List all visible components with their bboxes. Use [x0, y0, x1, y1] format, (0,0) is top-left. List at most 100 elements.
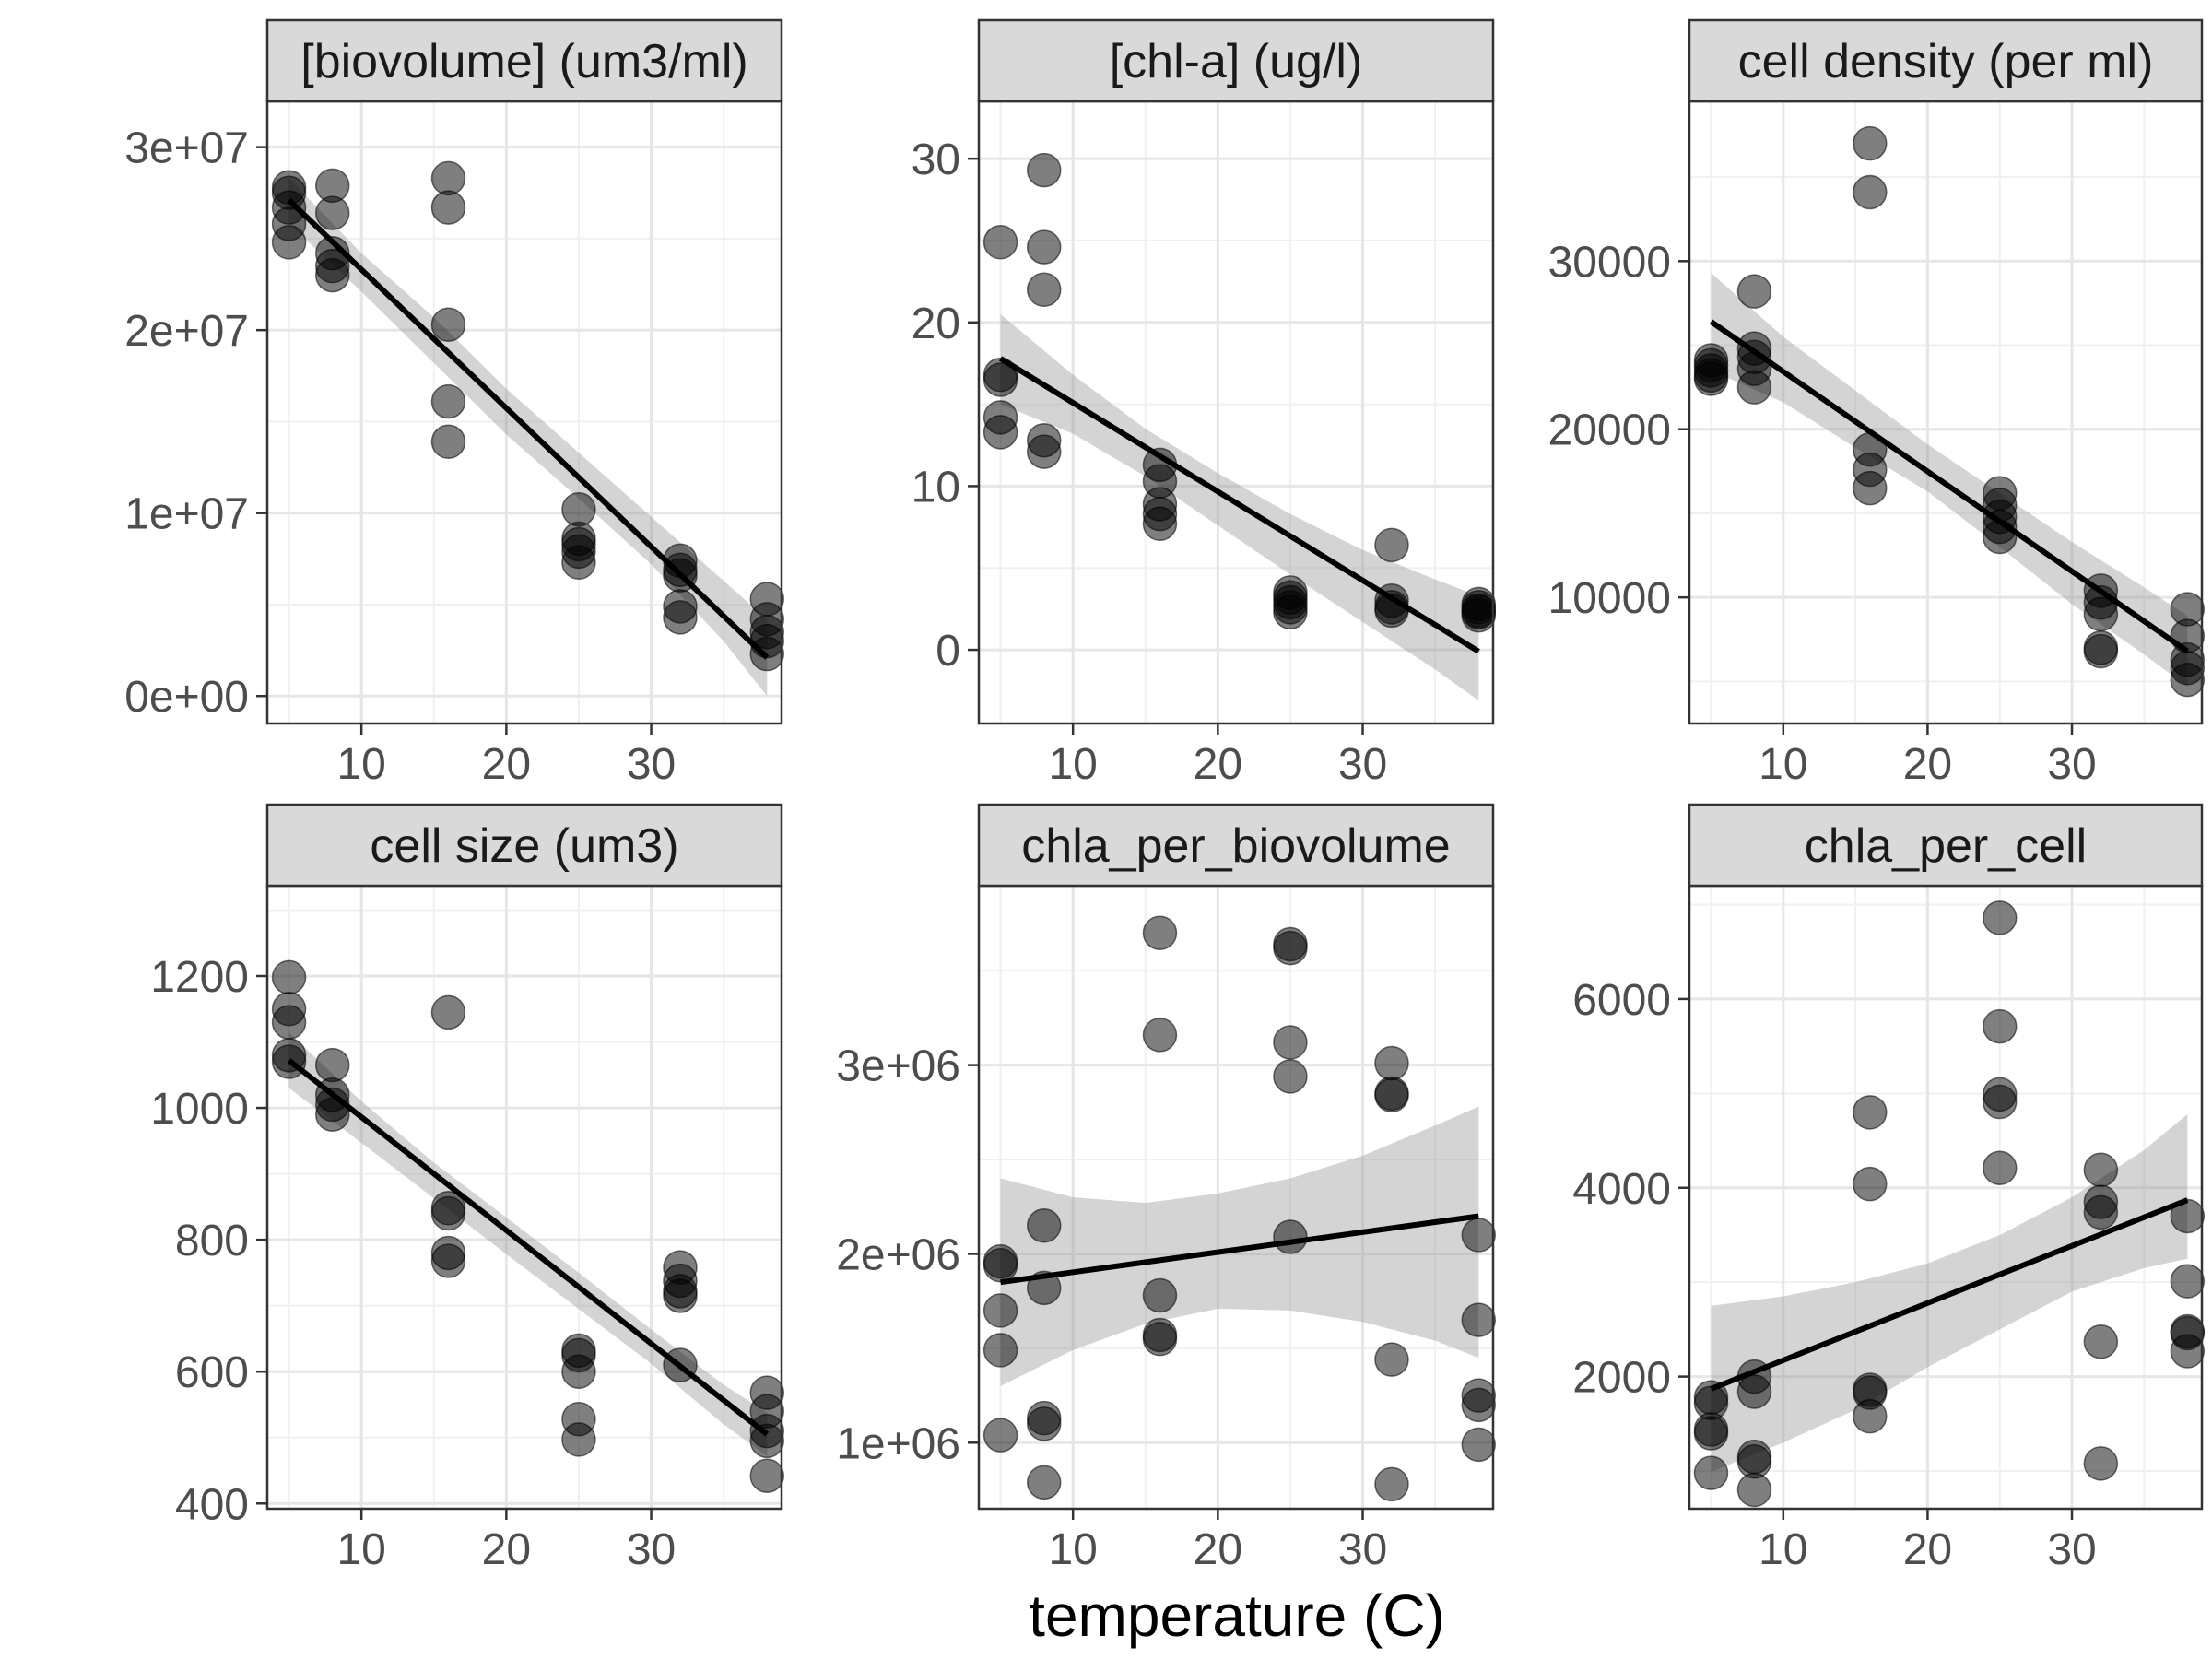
panel-background: [979, 101, 1493, 724]
data-point: [430, 1195, 466, 1231]
x-axis: 10 20 30: [336, 1509, 676, 1574]
x-tick-label: 30: [1338, 740, 1387, 789]
x-tick-label: 30: [627, 1525, 676, 1574]
x-tick-label: 20: [482, 1525, 531, 1574]
data-point: [1853, 125, 1888, 161]
x-tick-label: 10: [336, 740, 385, 789]
facet-strip: [265, 18, 783, 103]
data-point: [982, 1293, 1018, 1328]
data-point: [2083, 1194, 2119, 1230]
data-point: [1461, 1302, 1497, 1337]
x-tick-label: 30: [1338, 1525, 1387, 1574]
x-tick-label: 30: [2047, 740, 2096, 789]
data-point: [982, 1247, 1018, 1283]
x-tick-label: 20: [1194, 1525, 1242, 1574]
y-axis: 0e+00 1e+07 2e+07 3e+07: [124, 124, 267, 722]
facet-strip-label: [biovolume] (um3/ml): [300, 35, 747, 88]
gridlines: [1689, 886, 2202, 1509]
y-tick-label: 4000: [1572, 1165, 1671, 1214]
facet-strip: [1688, 18, 2204, 103]
y-axis: 0 10 20 30: [912, 135, 979, 676]
x-tick-label: 10: [336, 1525, 385, 1574]
data-point: [561, 1422, 596, 1457]
x-tick-label: 10: [1759, 1525, 1807, 1574]
x-axis: 10 20 30: [1048, 724, 1387, 789]
facet-panel: chla_per_cell 2000 4000 6000 10 20 30: [1572, 803, 2206, 1574]
facet-panels: [biovolume] (um3/ml) 0e+00 1e+07 2e+07 3e+07…: [124, 18, 2206, 1574]
confidence-band: [1000, 1106, 1479, 1386]
facet-strip: [1688, 803, 2204, 888]
facet-strip: [265, 803, 783, 888]
x-tick-label: 10: [1759, 740, 1807, 789]
y-tick-label: 1e+06: [836, 1419, 960, 1468]
data-point: [1273, 1219, 1308, 1254]
x-tick-label: 30: [2047, 1525, 2096, 1574]
y-tick-label: 10000: [1548, 574, 1671, 623]
data-point: [1461, 1387, 1497, 1423]
data-point: [1026, 272, 1062, 308]
facet-strip-label: chla_per_biovolume: [1021, 819, 1450, 873]
x-axis: 10 20 30: [1759, 1509, 2097, 1574]
facet-panel: chla_per_biovolume 1e+06 2e+06 3e+06 10 20 30: [836, 803, 1497, 1574]
data-point: [1461, 1218, 1497, 1253]
data-point: [1142, 1018, 1178, 1053]
data-point: [1142, 506, 1178, 542]
data-point: [430, 307, 466, 342]
panel-background: [267, 886, 782, 1509]
data-point: [561, 491, 596, 527]
data-point: [1853, 174, 1888, 210]
data-point: [1693, 1416, 1729, 1451]
regression-line: [287, 198, 770, 660]
regression-line: [1000, 1213, 1479, 1286]
facet-strip: [977, 18, 1495, 103]
facet-strip-label: [chl-a] (ug/l): [1110, 35, 1363, 88]
data-point: [430, 190, 466, 225]
x-axis: 10 20 30: [1759, 724, 2097, 789]
data-point: [1374, 1466, 1409, 1502]
y-tick-label: 30: [912, 135, 960, 184]
facet-strip-label: cell size (um3): [370, 819, 678, 873]
data-point: [2170, 1198, 2206, 1234]
data-point: [1982, 1150, 2018, 1185]
data-point: [982, 1418, 1018, 1453]
y-axis: 2000 4000 6000: [1572, 976, 1689, 1403]
y-tick-label: 20: [912, 300, 960, 348]
facet-strip-label: cell density (per ml): [1738, 35, 2154, 88]
gridlines: [979, 101, 1493, 724]
data-point: [314, 257, 350, 293]
data-point: [1853, 1166, 1888, 1202]
regression-line: [1709, 319, 2190, 654]
y-tick-label: 0: [935, 627, 960, 676]
data-point: [1982, 519, 2018, 555]
panel-background: [979, 886, 1493, 1509]
facet-panel: cell size (um3) 400 600 800 1000 1200 10 20 30: [150, 803, 785, 1574]
data-point: [1693, 361, 1729, 396]
y-tick-label: 0e+00: [124, 673, 249, 722]
y-tick-label: 1000: [150, 1085, 249, 1134]
data-point: [2170, 1334, 2206, 1369]
x-tick-label: 10: [1048, 740, 1097, 789]
data-point: [1982, 900, 2018, 935]
data-point: [1142, 915, 1178, 950]
data-point: [2083, 1446, 2119, 1481]
data-point: [1026, 229, 1062, 265]
y-tick-label: 10: [912, 463, 960, 512]
data-point: [982, 225, 1018, 260]
data-point: [1273, 594, 1308, 629]
data-point: [1461, 598, 1497, 633]
y-tick-label: 3e+06: [836, 1042, 960, 1091]
data-point: [749, 1423, 785, 1459]
x-axis: 10 20 30: [336, 724, 676, 789]
y-tick-label: 400: [175, 1480, 249, 1529]
data-point: [314, 1047, 350, 1083]
y-tick-label: 2e+07: [124, 307, 249, 356]
x-tick-label: 20: [1194, 740, 1242, 789]
y-tick-label: 2e+06: [836, 1230, 960, 1279]
data-point: [2170, 1264, 2206, 1299]
data-point: [1026, 1207, 1062, 1243]
data-point: [1142, 1277, 1178, 1313]
data-point: [1026, 1406, 1062, 1441]
facet-strip: [977, 803, 1495, 888]
x-tick-label: 20: [1903, 1525, 1952, 1574]
